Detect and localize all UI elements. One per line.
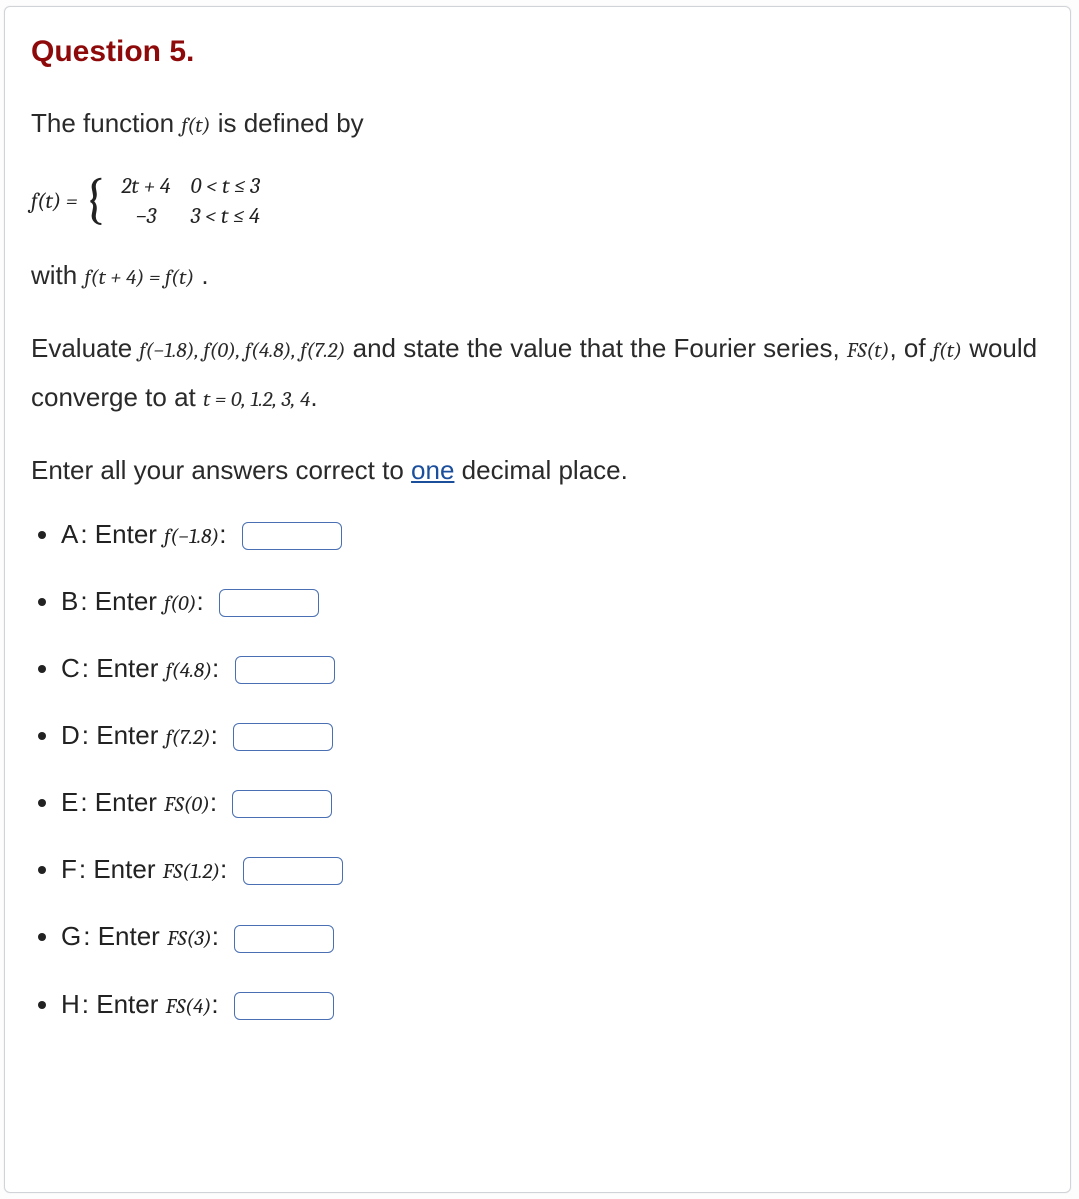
answer-label-suffix: : — [210, 787, 217, 817]
answer-item-h: H: Enter FS(4): — [61, 989, 1044, 1020]
page: Question 5. The function f(t) is defined… — [0, 0, 1079, 1199]
answer-item-b: B: Enter f(0): — [61, 586, 1044, 617]
evaluate-suffix: . — [310, 382, 317, 412]
answer-input-h[interactable] — [234, 992, 334, 1020]
answer-input-b[interactable] — [219, 589, 319, 617]
intro-line: The function f(t) is defined by — [31, 103, 1044, 143]
answer-input-d[interactable] — [233, 723, 333, 751]
answer-letter: D — [61, 720, 80, 750]
brace-icon: { — [84, 180, 106, 219]
intro-prefix: The function — [31, 108, 181, 138]
answer-letter: F — [61, 854, 77, 884]
evaluate-fs-math: FS(t) — [847, 339, 890, 363]
evaluate-prefix: Evaluate — [31, 333, 139, 363]
answer-label-suffix: : — [211, 989, 218, 1019]
piecewise-cond: 3 < t ≤ 4 — [181, 201, 270, 231]
answer-label-prefix: Enter — [96, 989, 165, 1019]
periodicity-math: f(t + 4) = f(t) — [84, 266, 194, 290]
answer-letter: C — [61, 653, 80, 683]
answer-math: FS(3) — [167, 927, 212, 951]
answer-input-g[interactable] — [234, 925, 334, 953]
answer-label-suffix: : — [211, 720, 218, 750]
evaluate-mid2: , of — [889, 333, 932, 363]
piecewise-expr: 2t + 4 — [111, 171, 180, 201]
answer-label-suffix: : — [219, 519, 226, 549]
answer-math: f(7.2) — [166, 726, 211, 750]
evaluate-line: Evaluate f(−1.8), f(0), f(4.8), f(7.2) a… — [31, 324, 1044, 423]
answer-math: f(0) — [164, 592, 196, 616]
evaluate-list-math: f(−1.8), f(0), f(4.8), f(7.2) — [139, 339, 345, 363]
answer-letter: B — [61, 586, 78, 616]
answer-input-e[interactable] — [232, 790, 332, 818]
answer-item-f: F: Enter FS(1.2): — [61, 854, 1044, 885]
intro-math-ft: f(t) — [181, 114, 210, 138]
periodicity-suffix: . — [194, 260, 208, 290]
answer-input-f[interactable] — [243, 857, 343, 885]
answer-math: FS(0) — [164, 793, 210, 817]
piecewise-cond: 0 < t ≤ 3 — [181, 171, 270, 201]
answer-label-prefix: Enter — [95, 787, 164, 817]
answer-label-suffix: : — [212, 653, 219, 683]
piecewise-expr: −3 — [111, 201, 180, 231]
answer-label-prefix: Enter — [98, 921, 167, 951]
intro-suffix: is defined by — [210, 108, 363, 138]
instruction-prefix: Enter all your answers correct to — [31, 455, 411, 485]
answer-item-g: G: Enter FS(3): — [61, 921, 1044, 952]
answer-math: FS(1.2) — [163, 860, 220, 884]
answer-item-c: C: Enter f(4.8): — [61, 653, 1044, 684]
instruction-line: Enter all your answers correct to one de… — [31, 450, 1044, 490]
question-card: Question 5. The function f(t) is defined… — [4, 6, 1071, 1193]
piecewise-row: −3 3 < t ≤ 4 — [111, 201, 269, 231]
piecewise-lhs: f(t) = — [31, 188, 78, 214]
piecewise-table: 2t + 4 0 < t ≤ 3 −3 3 < t ≤ 4 — [111, 171, 269, 231]
answer-input-c[interactable] — [235, 656, 335, 684]
periodicity-line: with f(t + 4) = f(t) . — [31, 255, 1044, 295]
answer-label-prefix: Enter — [96, 653, 165, 683]
answer-input-a[interactable] — [242, 522, 342, 550]
answer-item-d: D: Enter f(7.2): — [61, 720, 1044, 751]
answer-label-suffix: : — [220, 854, 227, 884]
answer-label-prefix: Enter — [95, 519, 164, 549]
answer-item-e: E: Enter FS(0): — [61, 787, 1044, 818]
answer-label-prefix: Enter — [96, 720, 165, 750]
question-title: Question 5. — [31, 35, 1044, 69]
instruction-emphasis: one — [411, 455, 454, 485]
evaluate-ft-math: f(t) — [933, 339, 962, 363]
piecewise-row: 2t + 4 0 < t ≤ 3 — [111, 171, 269, 201]
instruction-suffix: decimal place. — [454, 455, 627, 485]
evaluate-tvals-math: t = 0, 1.2, 3, 4 — [203, 388, 310, 412]
answer-math: f(4.8) — [166, 659, 212, 683]
answer-math: f(−1.8) — [164, 525, 219, 549]
piecewise-definition: f(t) = { 2t + 4 0 < t ≤ 3 −3 3 < t ≤ 4 — [31, 171, 1044, 231]
answer-letter: H — [61, 989, 80, 1019]
answers-list: A: Enter f(−1.8): B: Enter f(0): C: Ente… — [31, 519, 1044, 1020]
periodicity-prefix: with — [31, 260, 84, 290]
answer-math: FS(4) — [166, 995, 212, 1019]
answer-label-suffix: : — [212, 921, 219, 951]
answer-label-prefix: Enter — [93, 854, 162, 884]
answer-label-suffix: : — [196, 586, 203, 616]
answer-letter: E — [61, 787, 78, 817]
answer-item-a: A: Enter f(−1.8): — [61, 519, 1044, 550]
answer-label-prefix: Enter — [95, 586, 164, 616]
evaluate-mid: and state the value that the Fourier ser… — [345, 333, 847, 363]
answer-letter: A — [61, 519, 78, 549]
answer-letter: G — [61, 921, 81, 951]
